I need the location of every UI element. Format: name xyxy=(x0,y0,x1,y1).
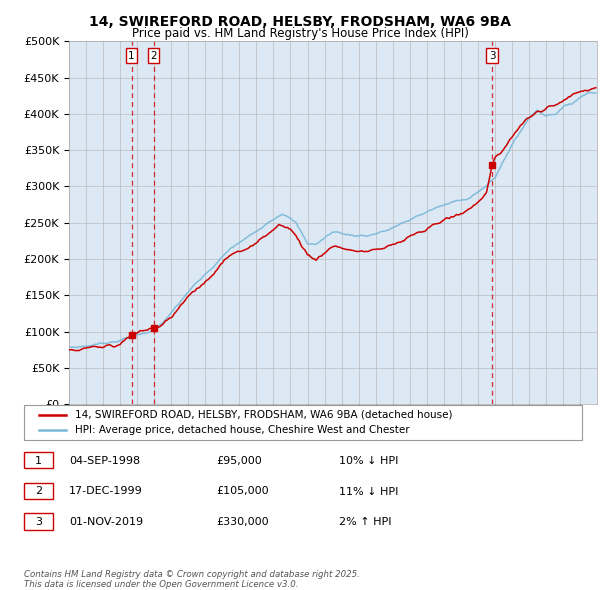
Text: 1: 1 xyxy=(35,456,42,466)
Text: 3: 3 xyxy=(489,51,496,61)
Text: 2: 2 xyxy=(35,487,42,496)
Text: 01-NOV-2019: 01-NOV-2019 xyxy=(69,517,143,527)
Text: 14, SWIREFORD ROAD, HELSBY, FRODSHAM, WA6 9BA: 14, SWIREFORD ROAD, HELSBY, FRODSHAM, WA… xyxy=(89,15,511,29)
Text: £330,000: £330,000 xyxy=(216,517,269,527)
Text: £105,000: £105,000 xyxy=(216,487,269,496)
Text: 10% ↓ HPI: 10% ↓ HPI xyxy=(339,456,398,466)
Text: 14, SWIREFORD ROAD, HELSBY, FRODSHAM, WA6 9BA (detached house): 14, SWIREFORD ROAD, HELSBY, FRODSHAM, WA… xyxy=(75,409,452,419)
Text: 17-DEC-1999: 17-DEC-1999 xyxy=(69,487,143,496)
Text: 3: 3 xyxy=(35,517,42,527)
Text: 11% ↓ HPI: 11% ↓ HPI xyxy=(339,487,398,496)
Text: 1: 1 xyxy=(128,51,135,61)
Text: 2: 2 xyxy=(150,51,157,61)
Text: Price paid vs. HM Land Registry's House Price Index (HPI): Price paid vs. HM Land Registry's House … xyxy=(131,27,469,40)
Text: 2% ↑ HPI: 2% ↑ HPI xyxy=(339,517,391,527)
Text: 04-SEP-1998: 04-SEP-1998 xyxy=(69,456,140,466)
Text: Contains HM Land Registry data © Crown copyright and database right 2025.
This d: Contains HM Land Registry data © Crown c… xyxy=(24,570,360,589)
Text: £95,000: £95,000 xyxy=(216,456,262,466)
Text: HPI: Average price, detached house, Cheshire West and Chester: HPI: Average price, detached house, Ches… xyxy=(75,425,410,435)
